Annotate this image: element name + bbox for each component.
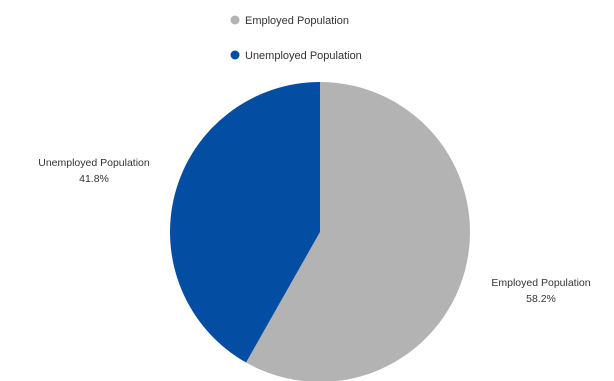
legend-item-employed[interactable]: Employed Population: [230, 15, 349, 27]
pie-slice-labels: Unemployed Population 41.8% Employed Pop…: [38, 157, 591, 305]
pie-slice-employed[interactable]: [246, 82, 470, 381]
legend-item-unemployed[interactable]: Unemployed Population: [230, 50, 362, 62]
legend-marker-unemployed: [230, 50, 240, 60]
pie-slice-unemployed[interactable]: [170, 81, 320, 363]
slice-value-employed: 58.2%: [526, 293, 556, 305]
pie-slices: [170, 81, 470, 381]
slice-value-unemployed: 41.8%: [79, 173, 109, 185]
slice-label-employed: Employed Population: [491, 277, 590, 289]
legend-label-employed: Employed Population: [245, 15, 349, 27]
legend-marker-employed: [230, 15, 240, 25]
slice-label-unemployed: Unemployed Population: [38, 157, 150, 169]
legend-label-unemployed: Unemployed Population: [245, 50, 362, 62]
chart-legend: Employed Population Unemployed Populatio…: [230, 15, 362, 62]
